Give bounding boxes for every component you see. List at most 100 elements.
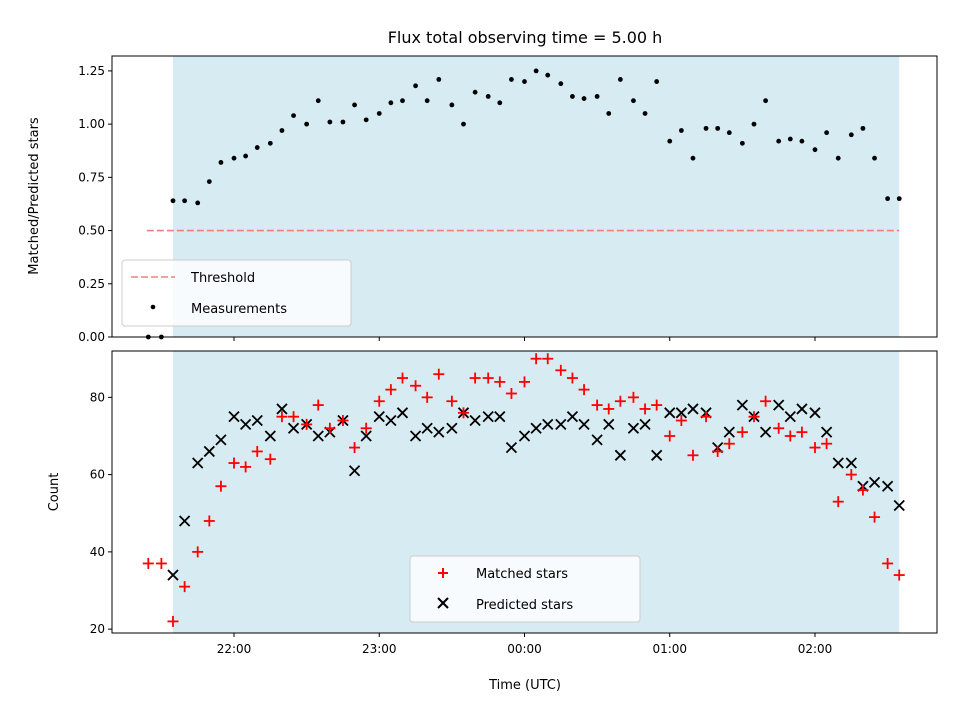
predicted-star-point bbox=[639, 418, 651, 431]
matched-star-point bbox=[651, 399, 663, 411]
measurement-point bbox=[485, 94, 491, 99]
predicted-star-point bbox=[881, 480, 894, 492]
measurement-point bbox=[279, 128, 285, 133]
top-x-ticks bbox=[233, 337, 816, 341]
xtick-label: 01:00 bbox=[652, 642, 687, 656]
matched-star-point bbox=[505, 387, 517, 399]
measurement-point bbox=[812, 147, 818, 153]
measurement-points bbox=[145, 68, 902, 340]
matched-star-point bbox=[712, 445, 724, 457]
measurement-point bbox=[751, 121, 757, 127]
matched-star-point bbox=[179, 581, 191, 593]
predicted-star-point bbox=[796, 403, 808, 415]
matched-star-point bbox=[457, 407, 469, 419]
measurement-point bbox=[533, 68, 539, 74]
measurement-point bbox=[667, 138, 673, 144]
predicted-star-point bbox=[469, 414, 481, 427]
measurement-point bbox=[896, 196, 902, 202]
measurement-point bbox=[363, 117, 369, 123]
predicted-star-point bbox=[409, 430, 422, 442]
predicted-star-point bbox=[203, 445, 215, 458]
matched-star-point bbox=[519, 376, 530, 388]
predicted-star-point bbox=[651, 449, 663, 461]
measurement-point bbox=[885, 196, 891, 202]
measurement-point bbox=[304, 121, 310, 127]
legend-matched-swatch bbox=[438, 568, 448, 578]
top-y-axis-label: Matched/Predicted stars bbox=[27, 117, 42, 275]
matched-star-point bbox=[748, 411, 760, 423]
measurement-point bbox=[400, 98, 405, 104]
matched-star-point bbox=[627, 391, 639, 403]
predicted-star-point bbox=[784, 411, 796, 423]
measurement-point bbox=[776, 138, 782, 144]
matched-stars-points bbox=[142, 353, 905, 627]
bottom-legend-box bbox=[409, 555, 641, 623]
xtick-label: 00:00 bbox=[507, 642, 542, 656]
measurement-point bbox=[558, 81, 564, 87]
matched-star-point bbox=[324, 422, 336, 434]
legend-measurements-swatch bbox=[150, 304, 156, 310]
bottom-ytick-label: 40 bbox=[90, 545, 105, 559]
measurement-point bbox=[654, 79, 660, 84]
chart-title: Flux total observing time = 5.00 h bbox=[388, 28, 663, 47]
bottom-y-axis: 20 40 60 80 bbox=[90, 390, 112, 636]
measurement-point bbox=[327, 119, 333, 125]
matched-star-point bbox=[301, 418, 313, 430]
measurement-point bbox=[799, 138, 805, 144]
top-ytick-label: 1.25 bbox=[78, 64, 105, 78]
predicted-star-point bbox=[228, 411, 240, 423]
matched-star-point bbox=[857, 484, 869, 496]
measurement-point bbox=[860, 125, 866, 131]
matched-star-point bbox=[882, 557, 894, 569]
matched-star-point bbox=[639, 403, 651, 415]
matched-star-point bbox=[832, 496, 844, 508]
matched-star-point bbox=[893, 569, 905, 581]
legend-measurements-label: Measurements bbox=[191, 302, 287, 317]
matched-star-point bbox=[469, 372, 481, 384]
matched-star-point bbox=[215, 480, 227, 492]
top-legend-box bbox=[121, 259, 352, 327]
predicted-star-point bbox=[759, 426, 772, 438]
matched-star-point bbox=[809, 442, 821, 454]
bottom-y-axis-label: Count bbox=[47, 473, 62, 512]
predicted-star-point bbox=[591, 434, 603, 446]
measurement-point bbox=[436, 77, 442, 82]
predicted-star-point bbox=[675, 407, 688, 419]
measurement-point bbox=[449, 102, 455, 108]
xtick-label: 22:00 bbox=[217, 642, 252, 656]
predicted-star-point bbox=[845, 457, 857, 469]
measurement-point bbox=[218, 160, 224, 165]
legend-threshold-label: Threshold bbox=[190, 271, 255, 286]
predicted-star-point bbox=[723, 426, 735, 438]
matched-star-point bbox=[542, 353, 554, 365]
measurement-point bbox=[848, 132, 854, 138]
predicted-star-point bbox=[494, 411, 506, 423]
bottom-legend: Matched stars Predicted stars bbox=[409, 555, 641, 623]
predicted-star-point bbox=[555, 418, 567, 431]
measurement-point bbox=[678, 128, 684, 133]
matched-star-point bbox=[155, 557, 167, 569]
predicted-star-point bbox=[832, 457, 844, 469]
measurement-point bbox=[170, 198, 176, 204]
predicted-star-point bbox=[868, 476, 881, 488]
predicted-star-point bbox=[287, 422, 300, 434]
legend-predicted-label: Predicted stars bbox=[476, 598, 573, 613]
xtick-label: 23:00 bbox=[362, 642, 397, 656]
matched-star-point bbox=[421, 391, 433, 403]
predicted-star-point bbox=[433, 426, 445, 438]
predicted-star-point bbox=[396, 407, 409, 419]
predicted-star-point bbox=[820, 426, 833, 438]
bottom-ytick-label: 80 bbox=[90, 390, 105, 404]
matched-star-point bbox=[396, 372, 408, 384]
matched-star-point bbox=[869, 511, 881, 523]
measurement-point bbox=[472, 89, 478, 95]
measurement-point bbox=[267, 140, 273, 146]
bottom-ytick-label: 60 bbox=[90, 468, 105, 482]
predicted-star-point bbox=[505, 441, 518, 454]
measurement-point bbox=[763, 98, 769, 104]
matched-star-point bbox=[433, 368, 445, 380]
predicted-star-point bbox=[542, 418, 554, 431]
matched-star-point bbox=[530, 353, 542, 365]
predicted-star-point bbox=[421, 422, 433, 434]
